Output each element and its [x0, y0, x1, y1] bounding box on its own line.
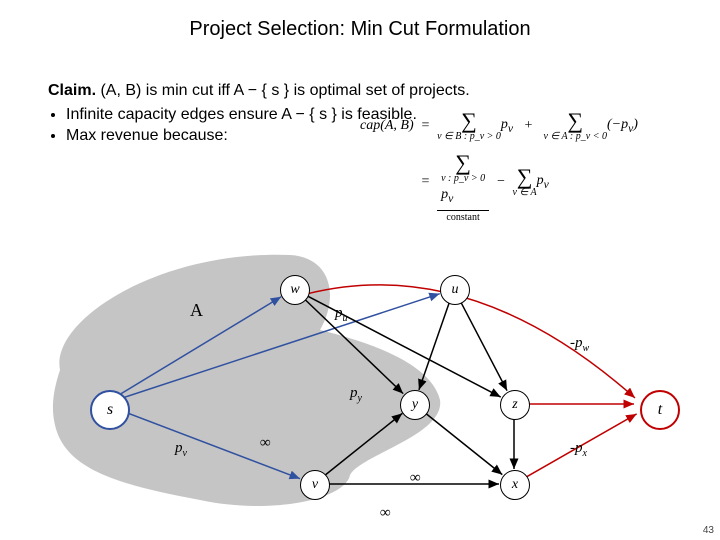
edge-label-3: -pw — [570, 335, 589, 354]
node-v: v — [300, 470, 330, 500]
formula-lhs: cap(A, B) — [360, 115, 414, 137]
node-w: w — [280, 275, 310, 305]
formula-sum-row2-2: ∑ v ∈ A — [513, 166, 537, 198]
slide-title: Project Selection: Min Cut Formulation — [0, 0, 720, 41]
min-cut-diagram: A s w u y z v x t pu py pv -pw -px ∞ ∞ ∞ — [0, 240, 720, 520]
edge-label-5: ∞ — [260, 435, 271, 452]
formula-eq1: = — [421, 115, 430, 137]
edge-label-0: pu — [335, 305, 348, 324]
edge-label-7: ∞ — [380, 505, 391, 522]
edge-label-4: -px — [570, 440, 587, 459]
formula-range2: v ∈ A : p_v < 0 — [544, 132, 607, 142]
formula-underbrace-1: ∑ v : p_v > 0 pv constant — [437, 152, 489, 211]
edge-label-1: py — [350, 385, 362, 404]
claim-lead: Claim. — [48, 82, 96, 99]
node-t: t — [640, 390, 680, 430]
capacity-formula: cap(A, B) = ∑ v ∈ B : p_v > 0 pv + ∑ v ∈… — [360, 110, 638, 211]
formula-minus: − — [496, 171, 505, 193]
formula-range1: v ∈ B : p_v > 0 — [437, 132, 501, 142]
edge-label-6: ∞ — [410, 470, 421, 487]
formula-term2: (−pv) — [607, 114, 638, 138]
diagram-svg — [0, 240, 720, 520]
formula-plus: + — [524, 115, 533, 137]
edge-label-2: pv — [175, 440, 187, 459]
slide-number: 43 — [703, 525, 714, 536]
formula-term-row2-2: pv — [537, 170, 549, 194]
node-y: y — [400, 390, 430, 420]
formula-sum1: ∑ — [461, 110, 477, 132]
claim-text: (A, B) is min cut iff A − { s } is optim… — [96, 82, 470, 99]
node-x: x — [500, 470, 530, 500]
formula-sum2: ∑ — [567, 110, 583, 132]
node-z: z — [500, 390, 530, 420]
formula-eq2: = — [421, 171, 430, 193]
node-s: s — [90, 390, 130, 430]
formula-term1: pv — [501, 114, 513, 138]
node-u: u — [440, 275, 470, 305]
region-A-label: A — [190, 300, 203, 321]
